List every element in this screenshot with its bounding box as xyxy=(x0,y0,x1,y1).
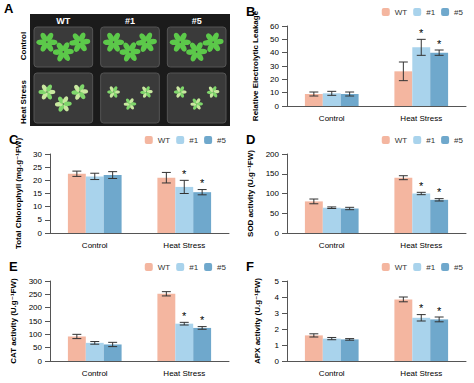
svg-text:Control: Control xyxy=(319,369,345,378)
svg-text:20: 20 xyxy=(270,75,279,84)
svg-text:#5: #5 xyxy=(454,136,463,145)
svg-text:*: * xyxy=(419,302,424,314)
svg-text:*: * xyxy=(437,38,442,50)
svg-text:*: * xyxy=(200,314,205,326)
svg-text:30: 30 xyxy=(270,62,279,71)
svg-text:*: * xyxy=(419,27,424,39)
svg-text:#5: #5 xyxy=(454,263,463,272)
svg-text:250: 250 xyxy=(29,290,43,299)
svg-text:Heat Stress: Heat Stress xyxy=(400,369,442,378)
svg-text:WT: WT xyxy=(395,263,408,272)
svg-text:5: 5 xyxy=(275,277,280,286)
svg-text:Control: Control xyxy=(319,114,345,123)
svg-text:0: 0 xyxy=(38,357,43,366)
svg-text:100: 100 xyxy=(266,189,280,198)
svg-text:*: * xyxy=(437,186,442,198)
svg-text:0: 0 xyxy=(38,229,43,238)
svg-text:#5: #5 xyxy=(454,8,463,17)
svg-text:F: F xyxy=(246,259,254,274)
svg-text:#5: #5 xyxy=(192,16,202,26)
svg-text:0: 0 xyxy=(275,102,280,111)
svg-text:2: 2 xyxy=(275,325,280,334)
svg-text:50: 50 xyxy=(270,209,279,218)
svg-text:60: 60 xyxy=(270,22,279,31)
svg-text:B: B xyxy=(246,4,255,19)
svg-text:0: 0 xyxy=(275,229,280,238)
svg-text:*: * xyxy=(419,180,424,192)
svg-text:Control: Control xyxy=(82,369,108,378)
svg-text:APX activity (U.g⁻¹FW): APX activity (U.g⁻¹FW) xyxy=(253,278,262,364)
svg-text:Control: Control xyxy=(19,32,28,60)
svg-text:WT: WT xyxy=(395,136,408,145)
svg-text:*: * xyxy=(182,310,187,322)
svg-text:25: 25 xyxy=(33,163,42,172)
svg-text:*: * xyxy=(182,168,187,180)
svg-text:Heat Stress: Heat Stress xyxy=(19,79,28,124)
svg-text:5: 5 xyxy=(38,215,43,224)
svg-text:30: 30 xyxy=(33,150,42,159)
svg-text:WT: WT xyxy=(56,16,70,26)
svg-text:20: 20 xyxy=(33,176,42,185)
svg-text:3: 3 xyxy=(275,309,280,318)
svg-text:*: * xyxy=(200,177,205,189)
svg-text:150: 150 xyxy=(266,169,280,178)
svg-text:SOD activity (U.g⁻¹FW): SOD activity (U.g⁻¹FW) xyxy=(246,150,255,237)
svg-text:4: 4 xyxy=(275,293,280,302)
svg-text:Heat Stress: Heat Stress xyxy=(163,369,205,378)
svg-text:#1: #1 xyxy=(426,136,435,145)
svg-text:100: 100 xyxy=(29,330,43,339)
svg-text:50: 50 xyxy=(270,35,279,44)
svg-text:0: 0 xyxy=(275,357,280,366)
svg-text:300: 300 xyxy=(29,277,43,286)
svg-text:10: 10 xyxy=(33,202,42,211)
svg-text:150: 150 xyxy=(29,317,43,326)
svg-text:WT: WT xyxy=(395,8,408,17)
svg-text:15: 15 xyxy=(33,189,42,198)
svg-text:50: 50 xyxy=(33,343,42,352)
svg-text:Total Chlorophyll (mg.g⁻¹FW): Total Chlorophyll (mg.g⁻¹FW) xyxy=(14,138,23,250)
svg-text:#1: #1 xyxy=(426,8,435,17)
svg-text:Heat Stress: Heat Stress xyxy=(163,241,205,250)
svg-text:Control: Control xyxy=(82,241,108,250)
svg-text:WT: WT xyxy=(158,136,171,145)
svg-text:200: 200 xyxy=(29,303,43,312)
svg-text:*: * xyxy=(437,305,442,317)
svg-text:Heat Stress: Heat Stress xyxy=(400,114,442,123)
svg-text:D: D xyxy=(246,132,255,147)
svg-text:#1: #1 xyxy=(189,263,198,272)
svg-text:#1: #1 xyxy=(189,136,198,145)
svg-text:Control: Control xyxy=(319,241,345,250)
svg-text:#5: #5 xyxy=(217,136,226,145)
svg-text:CAT activity (U.g⁻¹FW): CAT activity (U.g⁻¹FW) xyxy=(9,278,18,364)
svg-text:C: C xyxy=(9,132,19,147)
svg-text:#1: #1 xyxy=(426,263,435,272)
svg-text:40: 40 xyxy=(270,48,279,57)
svg-text:#5: #5 xyxy=(217,263,226,272)
svg-text:200: 200 xyxy=(266,150,280,159)
svg-text:WT: WT xyxy=(158,263,171,272)
svg-text:1: 1 xyxy=(275,341,280,350)
svg-text:Relative Electrolytic Leakage: Relative Electrolytic Leakage xyxy=(251,10,260,121)
svg-text:10: 10 xyxy=(270,88,279,97)
svg-text:E: E xyxy=(9,259,18,274)
svg-text:Heat Stress: Heat Stress xyxy=(400,241,442,250)
svg-text:#1: #1 xyxy=(125,16,135,26)
svg-text:A: A xyxy=(4,1,14,16)
